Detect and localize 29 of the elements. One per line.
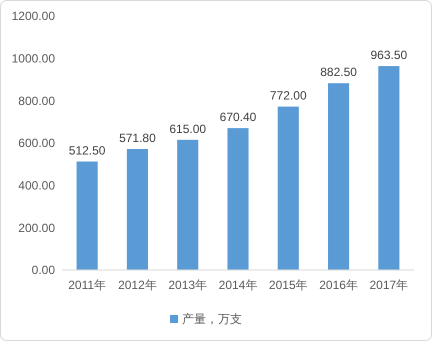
- x-tick-label: 2015年: [268, 278, 308, 292]
- legend-label: 产量，万支: [182, 312, 242, 326]
- bar: [177, 140, 198, 270]
- text: 670.40: [220, 110, 256, 124]
- y-tick-label: 0.00: [32, 263, 56, 278]
- x-tick-label: 2017年: [370, 278, 408, 292]
- bar: [278, 106, 299, 270]
- bar: [76, 162, 98, 270]
- x-tick-label: 2013年: [168, 278, 208, 292]
- text: 772.00: [270, 88, 307, 103]
- y-tick-label: 600.00: [18, 136, 56, 150]
- y-tick-label: 1000.00: [12, 52, 56, 66]
- text: 882.50: [320, 65, 357, 80]
- y-tick-label: 400.00: [18, 178, 56, 193]
- y-tick-label: 1200.00: [12, 9, 56, 24]
- text: 512.50: [68, 144, 106, 158]
- x-tick-label: 2014年: [218, 278, 258, 292]
- x-tick-label: 2011年: [68, 278, 106, 292]
- x-tick-label: 2012年: [118, 278, 157, 292]
- x-tick-label: 2016年: [319, 278, 358, 292]
- bar: [378, 66, 400, 270]
- text: 571.80: [119, 130, 156, 145]
- text: 963.50: [370, 48, 408, 62]
- bar: [328, 83, 350, 270]
- text: 615.00: [169, 122, 206, 136]
- bar: [126, 148, 148, 270]
- y-tick-label: 200.00: [18, 220, 56, 235]
- y-tick-label: 800.00: [18, 94, 56, 108]
- bar: [227, 128, 249, 270]
